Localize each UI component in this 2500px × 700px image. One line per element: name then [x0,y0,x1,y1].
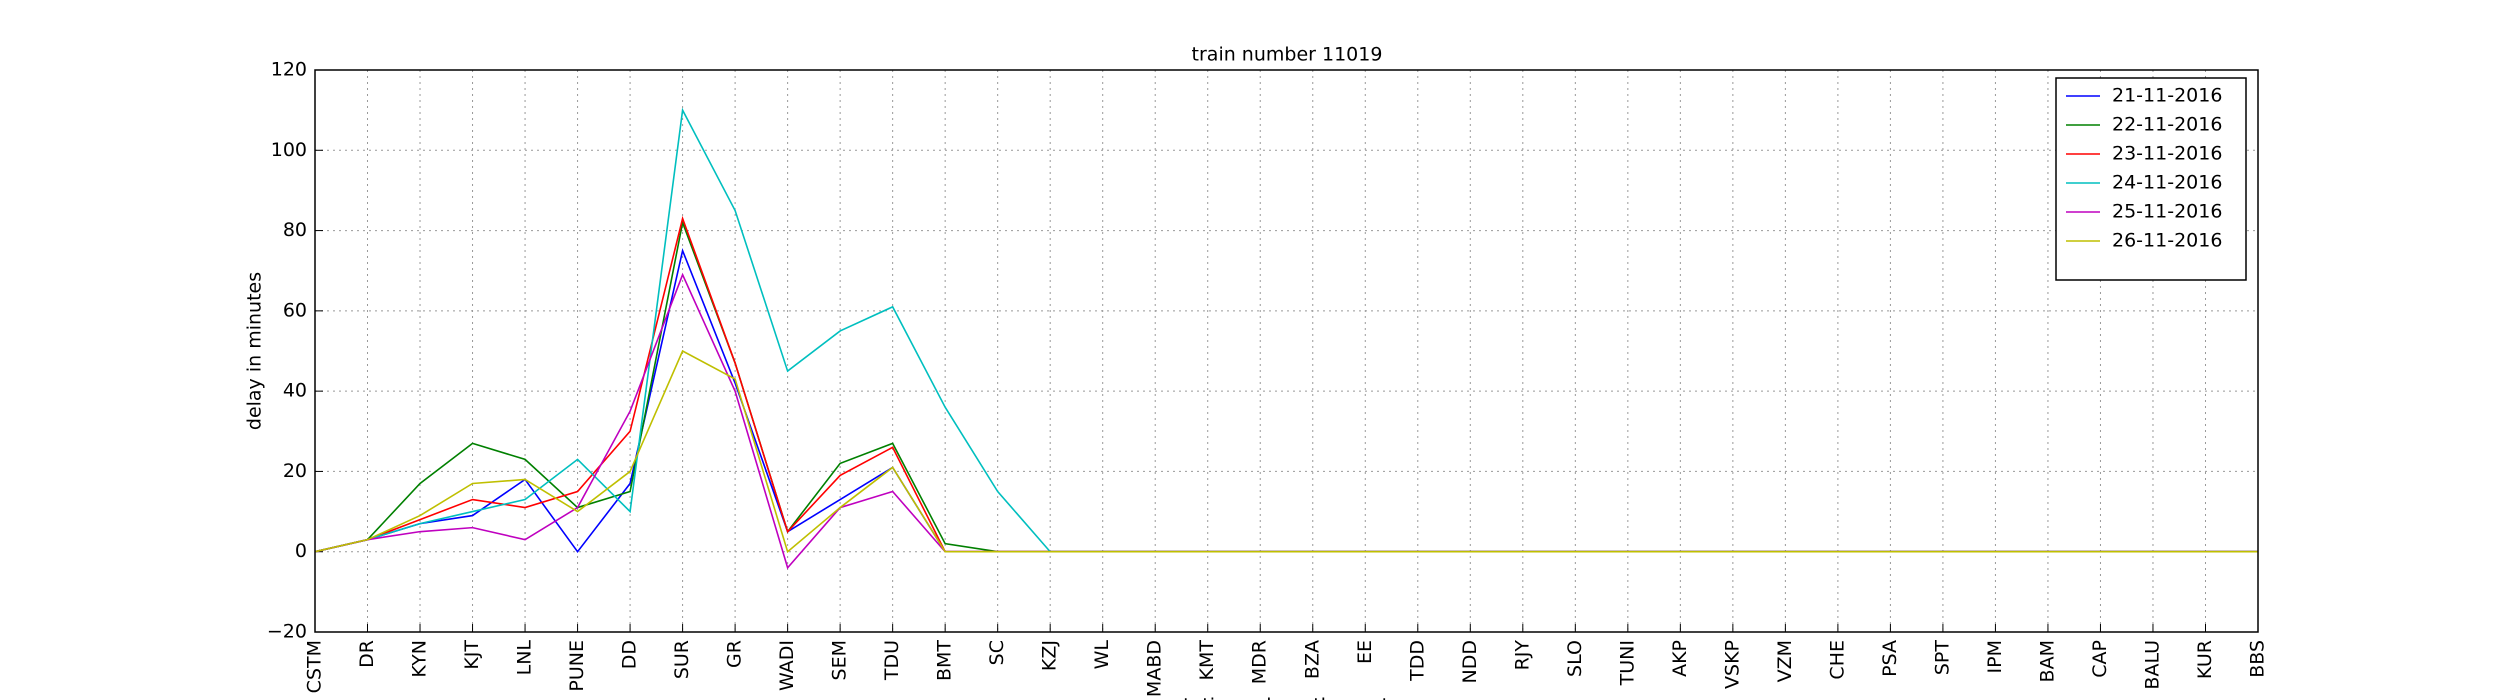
x-tick-label: WADI [776,640,798,691]
x-tick-label: TDD [1406,640,1428,682]
x-tick-label: SLO [1564,640,1586,677]
series-line [314,349,2258,554]
x-tick-label: AKP [1669,640,1691,677]
y-tick-label: 60 [283,299,307,321]
series-line [314,247,2258,554]
x-tick-label: KZJ [1039,640,1061,671]
y-axis-label: delay in minutes [244,272,266,430]
x-tick-label: DD [619,640,641,669]
x-tick-label: VZM [1774,640,1796,682]
legend-label: 23-11-2016 [2112,143,2222,165]
x-tick-label: DR [356,640,378,668]
legend-label: 25-11-2016 [2112,201,2222,223]
legend-label: 21-11-2016 [2112,85,2222,107]
y-tick-label: 100 [271,139,307,161]
y-tick-label: 0 [295,540,307,562]
x-tick-label: KJT [461,640,483,670]
y-tick-label: 40 [283,380,307,402]
x-tick-label: CSTM [304,640,326,693]
legend-box [2055,77,2247,281]
x-tick-label: LNL [514,640,536,676]
x-tick-label: SPT [1931,640,1953,676]
x-tick-label: EE [1354,640,1376,664]
y-tick-label: 120 [271,59,307,81]
x-tick-label: PUNE [566,640,588,692]
x-tick-label: MDR [1249,640,1271,684]
x-tick-label: TDU [881,640,903,681]
x-tick-label: WL [1091,640,1113,670]
legend-label: 26-11-2016 [2112,230,2222,252]
chart-title: train number 11019 [1192,44,1383,66]
x-tick-label: VSKP [1721,640,1743,689]
x-tick-label: CHE [1826,640,1848,680]
legend-label: 24-11-2016 [2112,172,2222,194]
x-tick-label: BAM [2036,640,2058,682]
y-tick-label: 80 [283,219,307,241]
series-line [314,107,2258,553]
x-tick-label: PSA [1879,640,1901,677]
x-tick-label: SUR [671,640,693,679]
x-tick-label: CAP [2089,640,2111,678]
x-tick-label: BZA [1301,640,1323,679]
x-tick-label: KYN [409,640,431,678]
series-line [314,219,2258,553]
legend-label: 22-11-2016 [2112,114,2222,136]
x-tick-label: KMT [1196,640,1218,681]
x-axis-label: stations along the route [1173,695,1400,700]
x-tick-label: BMT [934,640,956,681]
x-tick-label: NDD [1459,640,1481,683]
series-line [314,215,2258,553]
x-tick-label: IPM [1984,640,2006,673]
x-tick-label: KUR [2194,640,2216,679]
x-tick-label: BBS [2247,640,2269,678]
plot-frame [314,69,2259,633]
x-tick-label: BALU [2141,640,2163,690]
x-tick-label: RJY [1511,640,1533,671]
series-line [314,272,2258,570]
x-tick-label: TUNI [1616,640,1638,686]
x-tick-label: SC [986,640,1008,665]
x-tick-label: GR [724,640,746,668]
y-tick-label: 20 [283,460,307,482]
y-tick-label: −20 [267,621,307,643]
x-tick-label: MABD [1144,640,1166,697]
legend: 21-11-2016 22-11-2016 23-11-2016 24-11-2016… [2055,77,2247,281]
x-tick-label: SEM [829,640,851,680]
